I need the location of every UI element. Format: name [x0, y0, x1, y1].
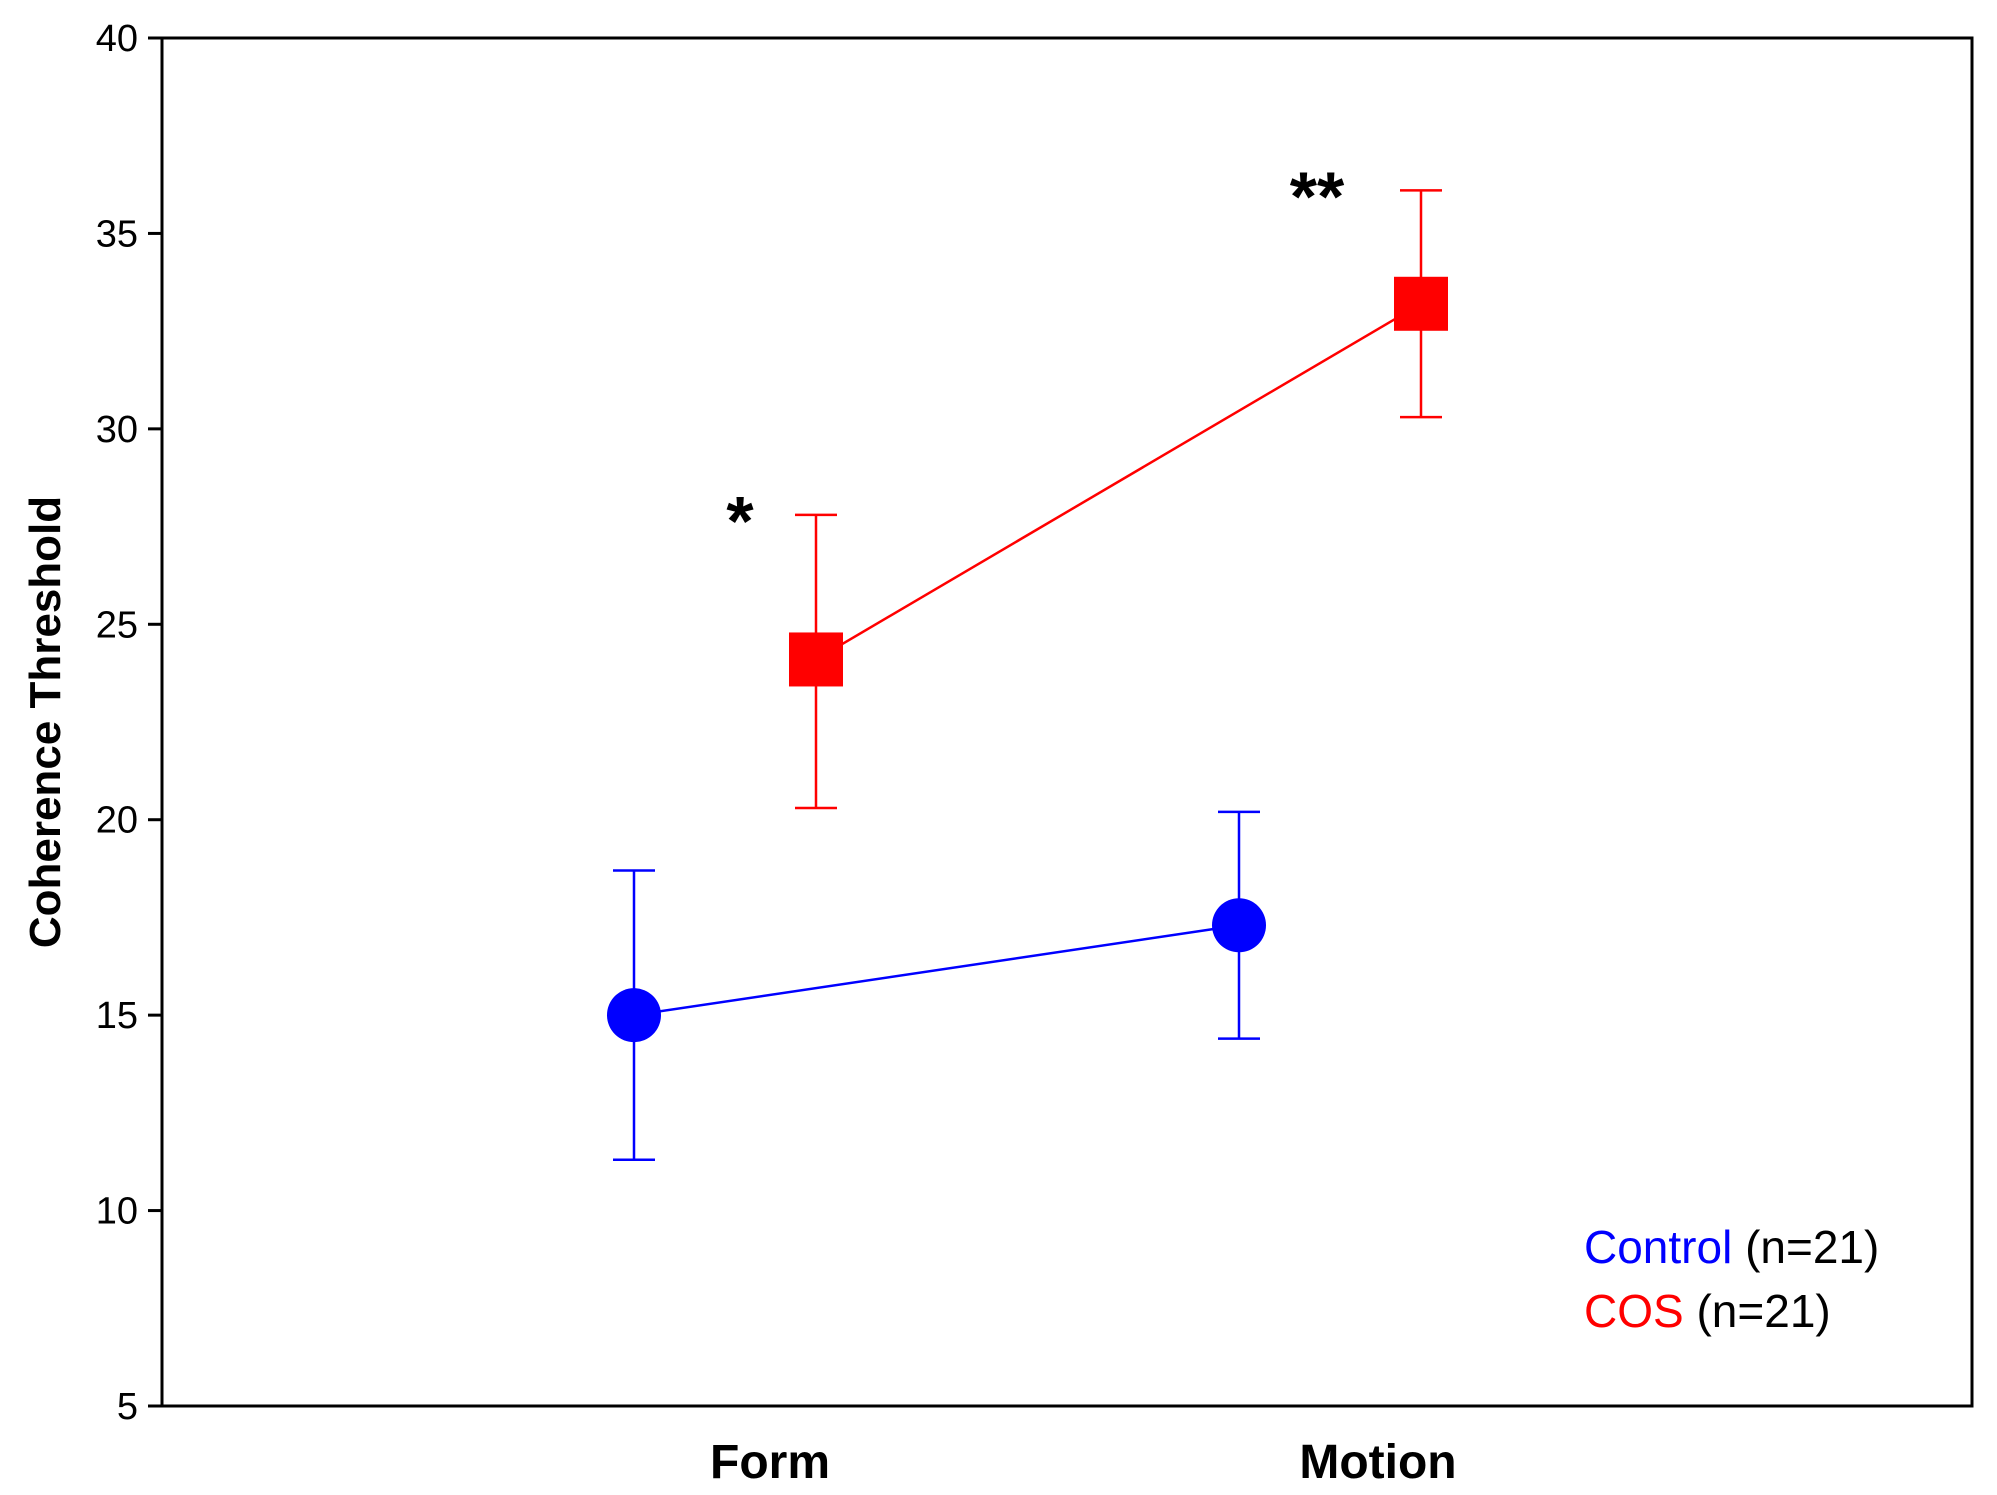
legend-count: (n=21) [1684, 1285, 1831, 1337]
legend-count: (n=21) [1732, 1221, 1879, 1273]
y-tick-label: 10 [96, 1191, 138, 1233]
legend-series-name: COS [1584, 1285, 1684, 1337]
legend: Control (n=21)COS (n=21) [1584, 1221, 1879, 1337]
significance-marker: ** [1290, 157, 1345, 235]
y-tick-label: 40 [96, 18, 138, 60]
x-category-label: Motion [1299, 1436, 1456, 1489]
y-tick-label: 20 [96, 800, 138, 842]
series-control [607, 810, 1266, 1162]
y-axis-title: Coherence Threshold [21, 496, 70, 948]
plot-frame [160, 36, 1974, 1408]
y-tick-label: 5 [117, 1386, 138, 1428]
series-line [633, 924, 1240, 1017]
legend-entry-cos: COS (n=21) [1584, 1285, 1831, 1337]
data-point [789, 632, 843, 687]
significance-marker: * [726, 482, 754, 560]
x-axis: Form Motion [710, 1436, 1457, 1489]
x-category-label: Form [710, 1436, 830, 1489]
series-layer: *** [607, 157, 1448, 1162]
y-tick-label: 15 [96, 995, 138, 1037]
data-point [1212, 898, 1266, 953]
y-tick-label: 35 [96, 213, 138, 255]
legend-series-name: Control [1584, 1221, 1732, 1273]
y-tick-label: 25 [96, 604, 138, 646]
data-point [607, 988, 661, 1043]
y-axis: 5 10 15 20 25 30 35 40 [96, 18, 162, 1428]
legend-entry-control: Control (n=21) [1584, 1221, 1879, 1273]
data-point [1394, 276, 1448, 331]
series-line [815, 302, 1422, 661]
series-cos: *** [726, 157, 1448, 810]
y-tick-label: 30 [96, 409, 138, 451]
